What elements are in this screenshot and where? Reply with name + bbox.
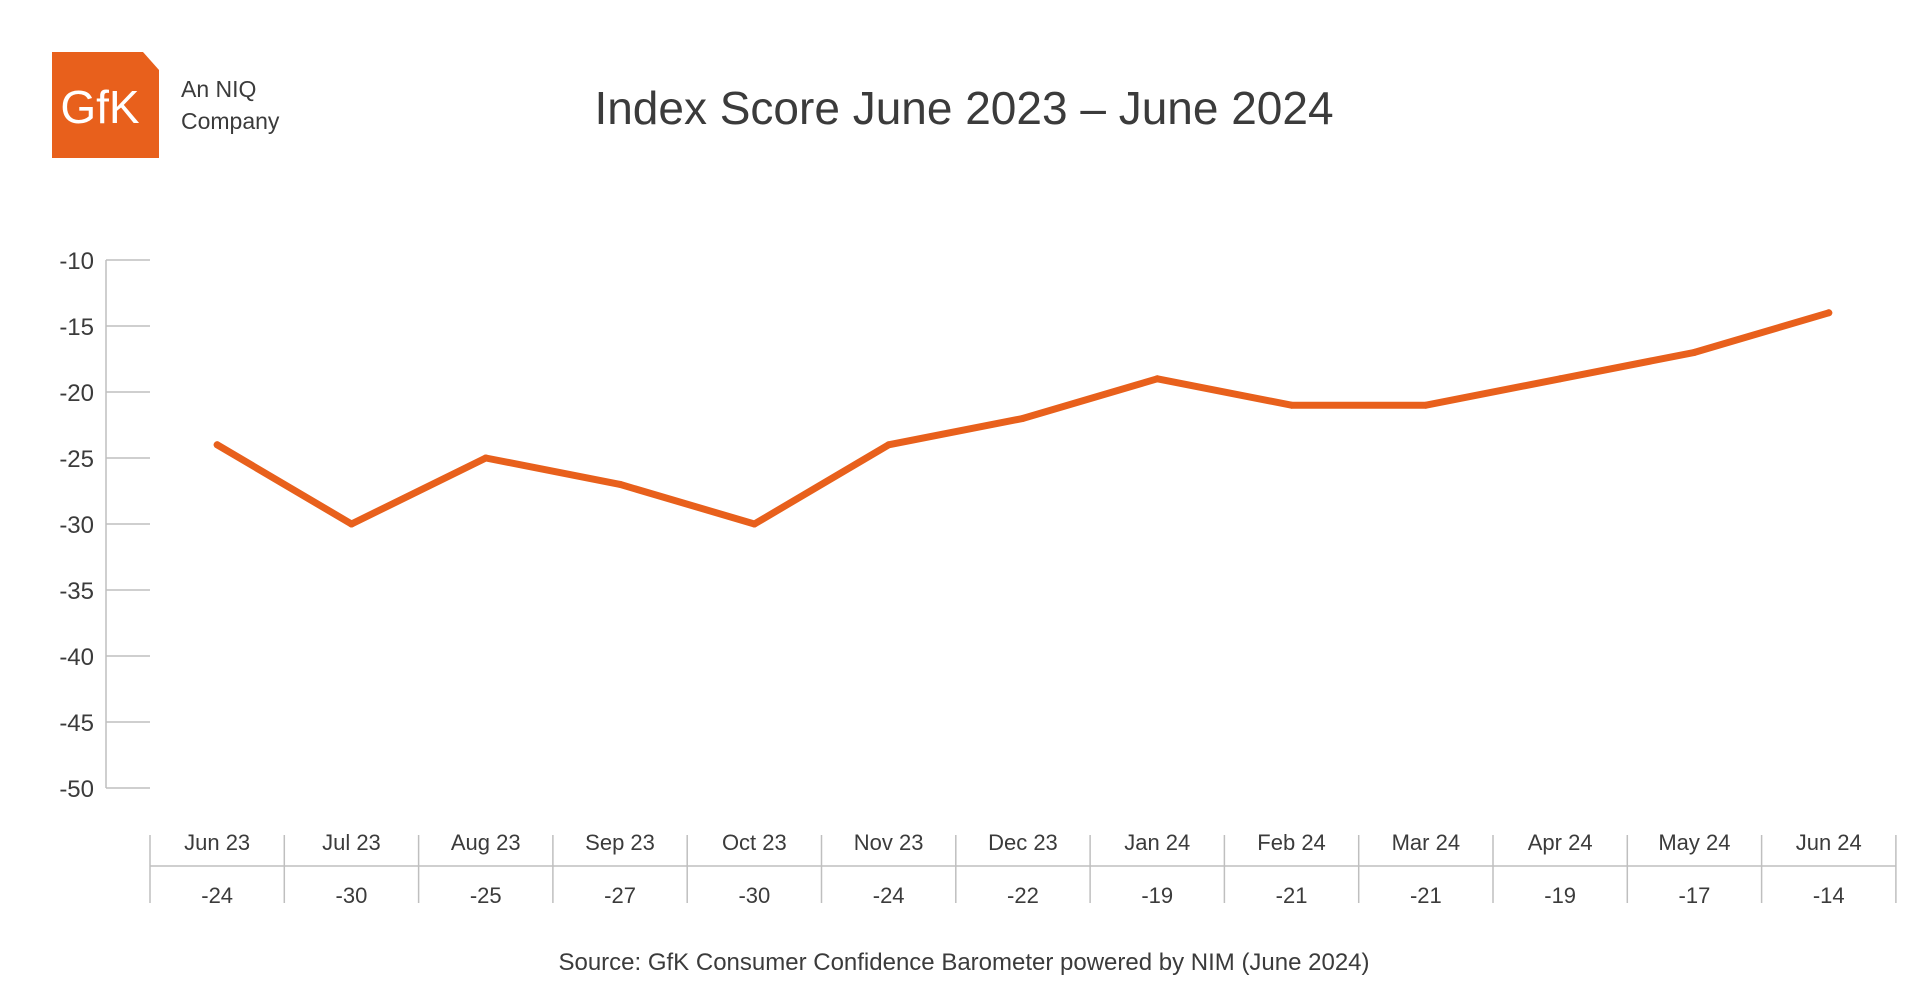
data-value-label: -30 bbox=[336, 883, 368, 908]
logo-tagline-line1: An NIQ bbox=[181, 76, 256, 102]
x-category-label: Mar 24 bbox=[1392, 830, 1460, 855]
source-note: Source: GfK Consumer Confidence Baromete… bbox=[558, 949, 1369, 976]
data-point bbox=[482, 454, 490, 462]
data-point bbox=[347, 520, 355, 528]
y-tick-label: -20 bbox=[59, 380, 94, 407]
x-category-label: Nov 23 bbox=[854, 830, 924, 855]
series-layer bbox=[213, 309, 1833, 528]
data-value-label: -14 bbox=[1813, 883, 1845, 908]
data-value-label: -24 bbox=[201, 883, 233, 908]
data-point bbox=[213, 441, 221, 449]
data-value-label: -22 bbox=[1007, 883, 1039, 908]
data-value-label: -21 bbox=[1410, 883, 1442, 908]
x-category-label: Apr 24 bbox=[1528, 830, 1593, 855]
x-category-label: May 24 bbox=[1658, 830, 1730, 855]
data-value-label: -21 bbox=[1276, 883, 1308, 908]
x-category-label: Jun 24 bbox=[1796, 830, 1862, 855]
data-point bbox=[1825, 309, 1833, 317]
y-tick-label: -10 bbox=[59, 248, 94, 275]
x-category-label: Jun 23 bbox=[184, 830, 250, 855]
x-category-label: Sep 23 bbox=[585, 830, 655, 855]
logo-tagline-line2: Company bbox=[181, 108, 280, 134]
y-tick-label: -45 bbox=[59, 710, 94, 737]
y-tick-label: -40 bbox=[59, 644, 94, 671]
logo-square bbox=[52, 52, 159, 158]
data-point bbox=[1422, 401, 1430, 409]
data-value-label: -17 bbox=[1679, 883, 1711, 908]
y-tick-label: -35 bbox=[59, 578, 94, 605]
data-point bbox=[885, 441, 893, 449]
logo-wordmark: GfK bbox=[60, 81, 140, 133]
data-point bbox=[1288, 401, 1296, 409]
data-point bbox=[1019, 414, 1027, 422]
data-point bbox=[616, 480, 624, 488]
x-category-label: Aug 23 bbox=[451, 830, 521, 855]
data-value-label: -24 bbox=[873, 883, 905, 908]
data-value-label: -19 bbox=[1141, 883, 1173, 908]
data-value-label: -27 bbox=[604, 883, 636, 908]
y-tick-label: -30 bbox=[59, 512, 94, 539]
y-tick-label: -15 bbox=[59, 314, 94, 341]
y-tick-label: -50 bbox=[59, 776, 94, 803]
data-value-label: -25 bbox=[470, 883, 502, 908]
data-point bbox=[1153, 375, 1161, 383]
data-point bbox=[1556, 375, 1564, 383]
x-category-label: Oct 23 bbox=[722, 830, 787, 855]
y-tick-label: -25 bbox=[59, 446, 94, 473]
data-point bbox=[1690, 348, 1698, 356]
chart-title: Index Score June 2023 – June 2024 bbox=[594, 82, 1333, 134]
x-category-label: Jul 23 bbox=[322, 830, 381, 855]
x-category-label: Feb 24 bbox=[1257, 830, 1326, 855]
x-category-label: Jan 24 bbox=[1124, 830, 1190, 855]
data-value-label: -30 bbox=[738, 883, 770, 908]
data-point bbox=[750, 520, 758, 528]
logo-corner-cut bbox=[143, 52, 159, 70]
data-value-label: -19 bbox=[1544, 883, 1576, 908]
y-axis: -10 -15 -20 -25 -30 -35 -40 -45 -50 bbox=[59, 248, 150, 803]
data-table: Jun 23 -24 Jul 23 -30 Aug 23 -25 Sep 23 -27 Oct … bbox=[149, 830, 1897, 908]
x-category-label: Dec 23 bbox=[988, 830, 1058, 855]
gfk-logo: GfK bbox=[52, 52, 159, 158]
